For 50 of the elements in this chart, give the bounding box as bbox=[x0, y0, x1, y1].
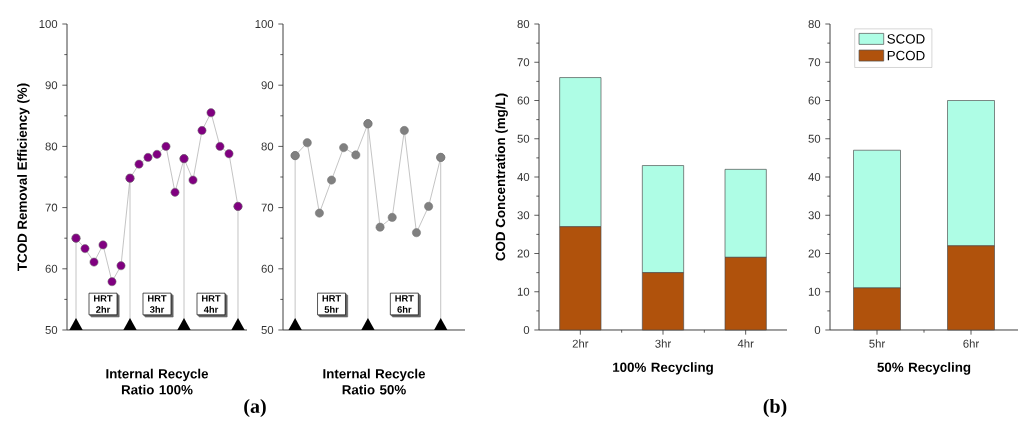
y-tick-label: 20 bbox=[517, 249, 530, 258]
y-tick-label: 70 bbox=[261, 203, 274, 212]
y-tick-label: 70 bbox=[45, 203, 58, 212]
x-tick-label: 6hr bbox=[963, 339, 979, 348]
x-tick-label: 2hr bbox=[572, 339, 589, 348]
annotation: HRT 5hr bbox=[322, 295, 342, 313]
annotation: HRT 6hr bbox=[395, 295, 414, 313]
y-tick-label: 10 bbox=[808, 287, 821, 296]
y-tick-label: 80 bbox=[517, 20, 530, 29]
annotation: HRT 3hr bbox=[148, 295, 167, 313]
y-tick-label: 60 bbox=[517, 96, 530, 105]
y-tick-label: 100 bbox=[255, 20, 274, 29]
y-tick-label: 50 bbox=[517, 134, 530, 143]
legend-label: SCOD bbox=[887, 34, 925, 44]
x-tick-label: 4hr bbox=[737, 339, 754, 348]
y-tick-label: 70 bbox=[517, 58, 530, 67]
y-tick-label: 30 bbox=[808, 211, 821, 220]
y-tick-label: 30 bbox=[517, 211, 530, 220]
y-tick-label: 80 bbox=[808, 20, 821, 29]
y-tick-label: 50 bbox=[45, 326, 58, 335]
y-tick-label: 40 bbox=[808, 173, 821, 182]
y-tick-label: 50 bbox=[808, 134, 821, 143]
y-tick-label: 90 bbox=[261, 81, 274, 90]
x-axis-title: 50% Recycling bbox=[877, 362, 971, 375]
annotation: HRT 4hr bbox=[202, 295, 221, 313]
legend-label: PCOD bbox=[887, 50, 925, 61]
y-tick-label: 100 bbox=[39, 20, 58, 29]
y-axis-title: COD Concentration (mg/L) bbox=[495, 93, 508, 261]
annotation: HRT 2hr bbox=[94, 295, 113, 313]
y-tick-label: 80 bbox=[45, 142, 58, 151]
y-tick-label: 20 bbox=[808, 249, 821, 258]
x-tick-label: 5hr bbox=[869, 339, 885, 348]
y-tick-label: 0 bbox=[523, 326, 530, 335]
x-axis-title: Internal Recycle Ratio 100% bbox=[106, 368, 209, 395]
y-tick-label: 90 bbox=[45, 81, 58, 90]
y-tick-label: 10 bbox=[517, 287, 530, 296]
y-tick-label: 50 bbox=[261, 326, 274, 335]
y-tick-label: 80 bbox=[261, 142, 274, 151]
y-tick-label: 40 bbox=[517, 173, 530, 182]
x-axis-title: 100% Recycling bbox=[613, 362, 713, 375]
y-tick-label: 60 bbox=[808, 96, 821, 105]
y-tick-label: 60 bbox=[45, 264, 58, 273]
y-axis-title: TCOD Removal Efficiency (%) bbox=[17, 83, 30, 271]
text: (a) bbox=[244, 398, 266, 418]
y-tick-label: 0 bbox=[814, 326, 821, 335]
y-tick-label: 60 bbox=[261, 264, 274, 273]
y-tick-label: 70 bbox=[808, 58, 821, 67]
text: (b) bbox=[763, 398, 787, 418]
x-tick-label: 3hr bbox=[655, 339, 671, 348]
x-axis-title: Internal Recycle Ratio 50% bbox=[323, 368, 426, 395]
